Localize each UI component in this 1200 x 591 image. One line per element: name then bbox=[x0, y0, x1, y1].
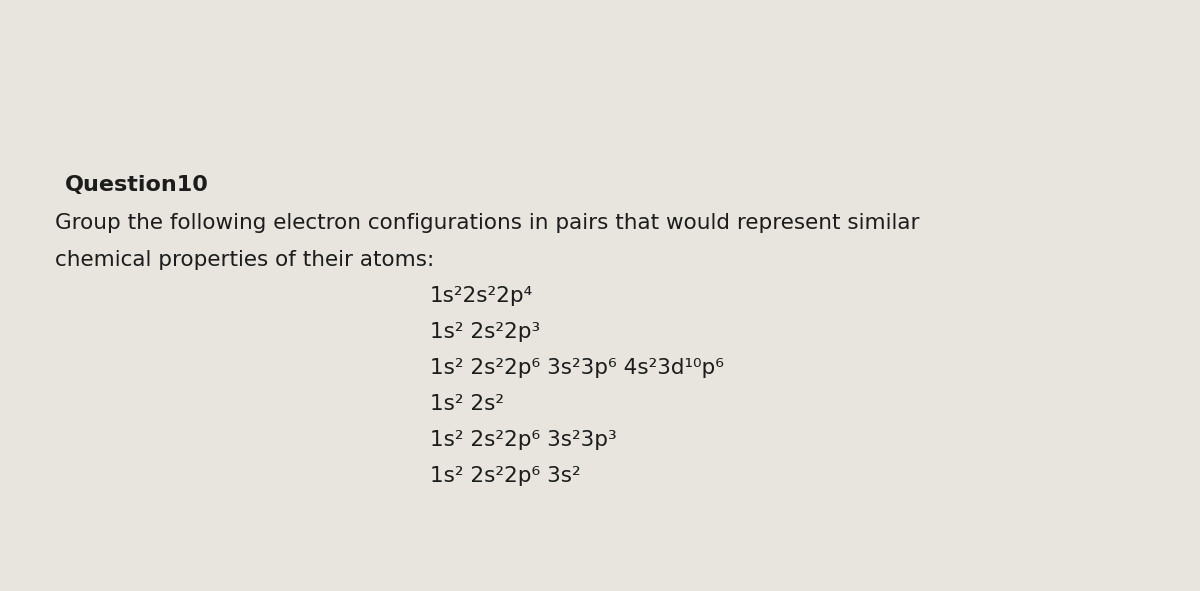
Text: 1s² 2s²: 1s² 2s² bbox=[430, 394, 504, 414]
Text: 1s²2s²2p⁴: 1s²2s²2p⁴ bbox=[430, 286, 533, 306]
Text: 1s² 2s²2p⁶ 3s²3p³: 1s² 2s²2p⁶ 3s²3p³ bbox=[430, 430, 617, 450]
Text: chemical properties of their atoms:: chemical properties of their atoms: bbox=[55, 250, 434, 270]
Text: Question10: Question10 bbox=[65, 175, 209, 195]
Text: 1s² 2s²2p⁶ 3s²3p⁶ 4s²3d¹⁰p⁶: 1s² 2s²2p⁶ 3s²3p⁶ 4s²3d¹⁰p⁶ bbox=[430, 358, 724, 378]
Text: Group the following electron configurations in pairs that would represent simila: Group the following electron configurati… bbox=[55, 213, 919, 233]
Text: 1s² 2s²2p⁶ 3s²: 1s² 2s²2p⁶ 3s² bbox=[430, 466, 581, 486]
Text: 1s² 2s²2p³: 1s² 2s²2p³ bbox=[430, 322, 540, 342]
